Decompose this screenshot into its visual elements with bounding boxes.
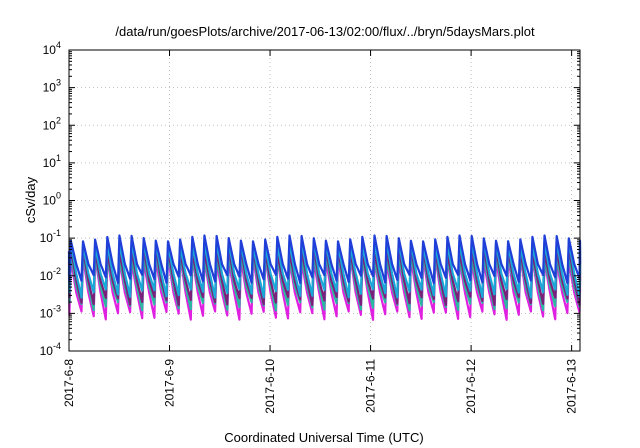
y-tick-label: 101 (43, 153, 61, 170)
x-tick-label: 2017-6-8 (62, 359, 76, 407)
x-tick-label: 2017-6-9 (163, 359, 177, 407)
x-tick-label: 2017-6-13 (565, 359, 579, 414)
series-layer (67, 234, 582, 321)
y-tick-label: 10-1 (40, 228, 61, 245)
x-tick-label: 2017-6-10 (263, 359, 277, 414)
y-tick-label: 100 (43, 191, 61, 208)
y-tick-label: 10-4 (40, 341, 61, 358)
y-tick-label: 10-3 (40, 303, 61, 320)
y-tick-label: 102 (43, 115, 61, 132)
y-axis-label: cSv/day (23, 176, 38, 223)
x-tick-label: 2017-6-12 (464, 359, 478, 414)
x-axis-label: Coordinated Universal Time (UTC) (224, 430, 423, 445)
x-tick-label: 2017-6-11 (364, 359, 378, 413)
y-tick-label: 10-2 (40, 266, 61, 283)
series-line (67, 234, 582, 285)
y-tick-label: 103 (43, 78, 61, 95)
y-tick-label: 104 (43, 40, 61, 57)
axes: 10-4 10-3 10-2 10-1 100 101 102 103 104 2017-6-8 2… (40, 40, 580, 414)
chart-title: /data/run/goesPlots/archive/2017-06-13/0… (115, 24, 535, 39)
